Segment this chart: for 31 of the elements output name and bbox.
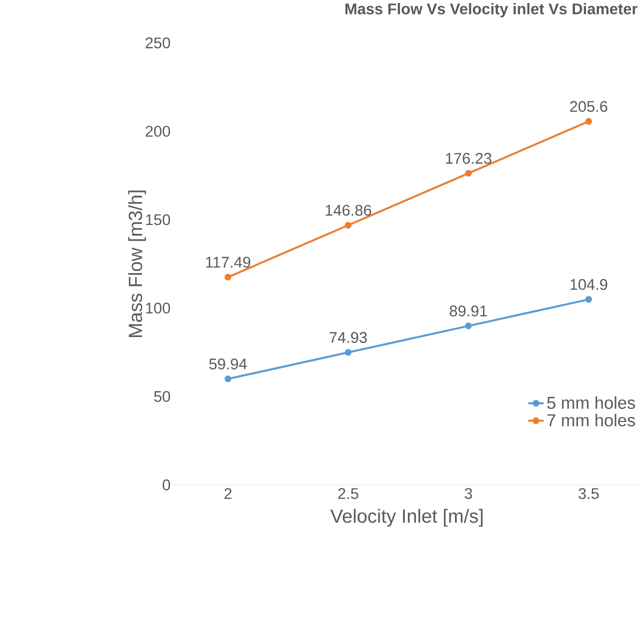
x-axis-title: Velocity Inlet [m/s]	[330, 508, 483, 527]
x-tick-label: 3.5	[578, 488, 599, 500]
y-tick-label: 50	[154, 391, 170, 402]
point	[344, 349, 352, 356]
x-tick-label: 3	[464, 488, 472, 500]
data-label: 117.49	[206, 256, 250, 268]
point	[465, 322, 472, 330]
point	[224, 376, 232, 382]
point	[344, 222, 352, 229]
data-label: 89.91	[450, 306, 488, 316]
y-tick-label: 200	[146, 126, 170, 137]
x-tick-label: 2	[224, 488, 232, 499]
data-label: 59.94	[209, 358, 247, 370]
point	[224, 274, 232, 281]
data-label: 104.9	[570, 279, 608, 290]
point	[585, 296, 592, 303]
data-label: 205.6	[570, 100, 608, 112]
y-axis-title: Mass Flow [m3/h]	[128, 190, 146, 337]
chart-title: Mass Flow Vs Velocity inlet Vs Diameter	[346, 3, 638, 18]
y-tick-label: 250	[146, 37, 170, 48]
y-tick-label: 150	[146, 214, 170, 226]
y-tick-label: 0	[162, 479, 170, 490]
x-tick-label: 2.5	[338, 488, 358, 500]
data-label: 74.93	[330, 332, 367, 343]
y-tick-label: 100	[146, 302, 170, 314]
legend-label: 7 mm holes	[548, 414, 636, 426]
legend-label: 5 mm holes	[547, 396, 636, 409]
data-label: 146.86	[326, 204, 372, 216]
data-label: 176.23	[446, 152, 492, 164]
point	[465, 170, 472, 177]
point	[585, 118, 592, 125]
